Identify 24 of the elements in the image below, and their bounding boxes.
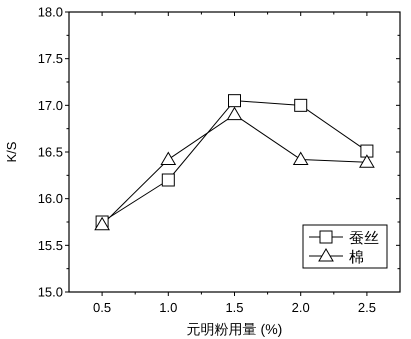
y-tick-label: 17.0: [38, 98, 63, 113]
point: [294, 98, 308, 112]
y-tick-label: 18.0: [38, 4, 63, 20]
x-tick-label: 1.5: [225, 300, 244, 315]
legend-label: 棉: [349, 249, 364, 266]
x-axis-title: 元明粉用量 (%): [186, 321, 282, 337]
x-tick-label: 1.0: [159, 300, 178, 315]
y-tick-label: 15.0: [38, 284, 63, 300]
x-tick-label: 0.5: [93, 300, 112, 315]
point: [293, 152, 308, 165]
y-tick-label: 16.5: [38, 144, 63, 160]
point: [359, 154, 374, 168]
y-tick-label: 17.5: [38, 51, 63, 66]
point: [227, 107, 242, 120]
x-tick-label: 2.5: [358, 300, 376, 315]
y-axis-title: K/S: [4, 141, 19, 162]
legend-label: 蚕丝: [349, 230, 379, 247]
point: [160, 152, 176, 165]
x-tick-label: 2.0: [292, 300, 310, 315]
point: [228, 94, 241, 108]
point: [360, 144, 374, 158]
y-tick-label: 16.0: [38, 191, 63, 206]
y-tick-label: 15.5: [38, 238, 63, 253]
point: [162, 174, 175, 186]
